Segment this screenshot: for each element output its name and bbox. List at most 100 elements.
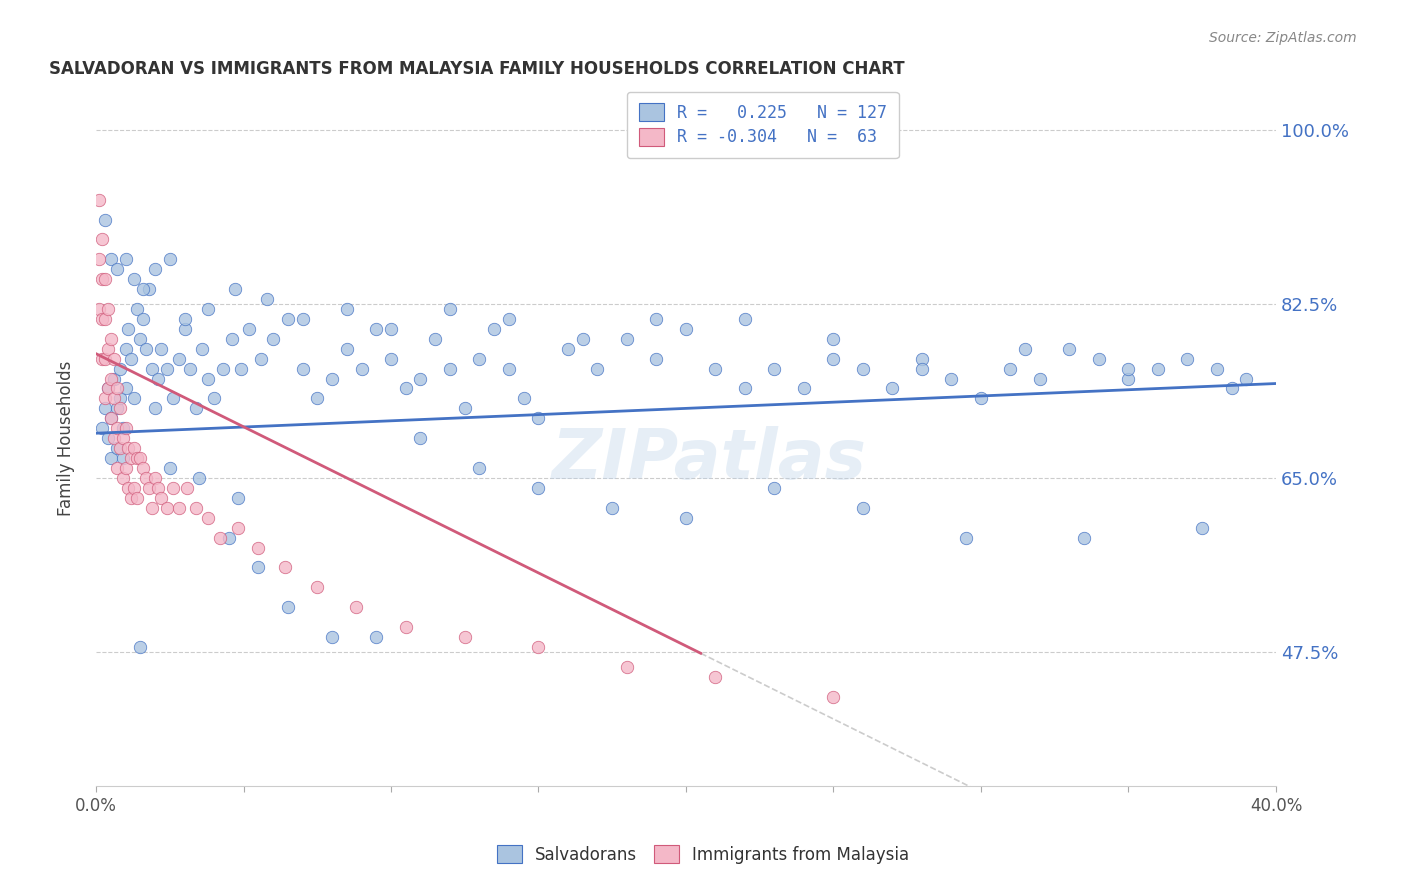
Point	[941, 371, 963, 385]
Point	[143, 471, 166, 485]
Text: ZIPatlas: ZIPatlas	[553, 425, 868, 492]
Point	[212, 361, 235, 376]
Point	[218, 531, 240, 545]
Point	[454, 401, 477, 416]
Point	[111, 471, 134, 485]
Point	[132, 282, 155, 296]
Point	[224, 282, 246, 296]
Point	[100, 411, 122, 425]
Point	[439, 361, 461, 376]
Point	[135, 342, 157, 356]
Point	[90, 272, 112, 286]
Point	[156, 361, 179, 376]
Point	[105, 401, 128, 416]
Point	[90, 421, 112, 435]
Point	[105, 421, 128, 435]
Point	[409, 431, 432, 445]
Point	[344, 600, 367, 615]
Point	[167, 500, 190, 515]
Point	[1029, 371, 1052, 385]
Point	[425, 332, 447, 346]
Point	[162, 392, 184, 406]
Point	[135, 471, 157, 485]
Point	[763, 481, 786, 495]
Point	[97, 301, 120, 316]
Point	[132, 312, 155, 326]
Point	[105, 382, 128, 396]
Point	[1191, 521, 1213, 535]
Point	[162, 481, 184, 495]
Point	[124, 272, 146, 286]
Point	[103, 351, 125, 366]
Point	[380, 322, 402, 336]
Point	[1206, 361, 1229, 376]
Point	[100, 332, 122, 346]
Point	[250, 351, 273, 366]
Point	[571, 332, 593, 346]
Point	[221, 332, 243, 346]
Text: SALVADORAN VS IMMIGRANTS FROM MALAYSIA FAMILY HOUSEHOLDS CORRELATION CHART: SALVADORAN VS IMMIGRANTS FROM MALAYSIA F…	[49, 60, 904, 78]
Point	[321, 630, 343, 644]
Point	[94, 351, 117, 366]
Legend: R =   0.225   N = 127, R = -0.304   N =  63: R = 0.225 N = 127, R = -0.304 N = 63	[627, 92, 898, 158]
Point	[291, 361, 314, 376]
Point	[1236, 371, 1258, 385]
Point	[262, 332, 284, 346]
Point	[454, 630, 477, 644]
Point	[114, 382, 136, 396]
Point	[1177, 351, 1199, 366]
Point	[129, 332, 152, 346]
Point	[138, 282, 160, 296]
Point	[1147, 361, 1170, 376]
Point	[132, 461, 155, 475]
Point	[336, 342, 359, 356]
Legend: Salvadorans, Immigrants from Malaysia: Salvadorans, Immigrants from Malaysia	[491, 838, 915, 871]
Point	[616, 332, 638, 346]
Point	[307, 580, 329, 594]
Point	[226, 521, 249, 535]
Point	[120, 351, 142, 366]
Point	[111, 451, 134, 466]
Point	[94, 272, 117, 286]
Point	[111, 431, 134, 445]
Point	[823, 332, 845, 346]
Point	[734, 312, 756, 326]
Point	[90, 232, 112, 246]
Point	[124, 481, 146, 495]
Point	[179, 361, 201, 376]
Point	[366, 322, 388, 336]
Point	[141, 500, 163, 515]
Point	[156, 500, 179, 515]
Point	[138, 481, 160, 495]
Point	[274, 560, 297, 574]
Text: Source: ZipAtlas.com: Source: ZipAtlas.com	[1209, 31, 1357, 45]
Point	[852, 500, 875, 515]
Point	[100, 252, 122, 267]
Point	[87, 301, 110, 316]
Point	[127, 301, 149, 316]
Point	[675, 510, 697, 524]
Point	[645, 312, 668, 326]
Y-axis label: Family Households: Family Households	[58, 360, 75, 516]
Point	[911, 361, 934, 376]
Point	[129, 640, 152, 654]
Point	[176, 481, 198, 495]
Point	[141, 361, 163, 376]
Point	[197, 371, 219, 385]
Point	[108, 361, 131, 376]
Point	[882, 382, 904, 396]
Point	[468, 351, 491, 366]
Point	[350, 361, 373, 376]
Point	[97, 342, 120, 356]
Point	[1220, 382, 1243, 396]
Point	[498, 361, 520, 376]
Point	[191, 342, 214, 356]
Point	[226, 491, 249, 505]
Point	[124, 441, 146, 455]
Point	[600, 500, 623, 515]
Point	[103, 392, 125, 406]
Point	[704, 670, 727, 684]
Point	[146, 481, 169, 495]
Point	[970, 392, 993, 406]
Point	[105, 461, 128, 475]
